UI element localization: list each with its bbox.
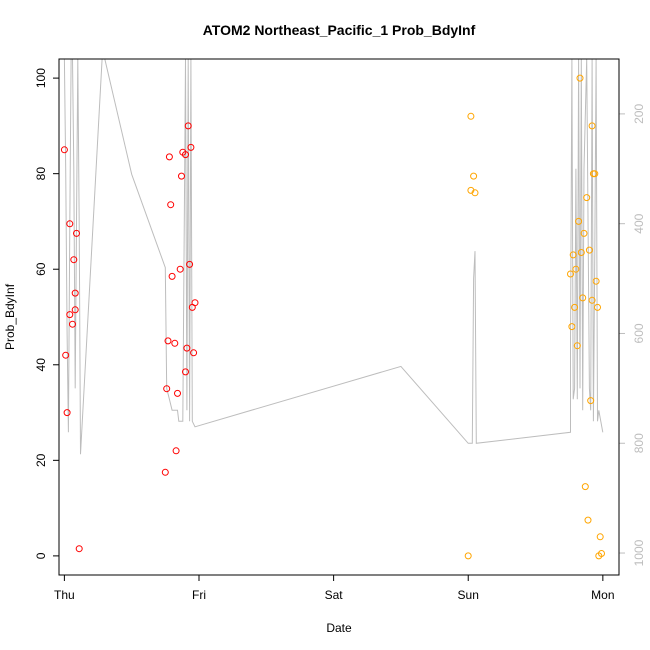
y-tick-label: 0 [34, 552, 48, 559]
data-point-series-1 [178, 172, 185, 180]
y2-tick-label: 600 [632, 323, 646, 343]
data-point-series-1 [191, 299, 199, 307]
data-point-series-2 [576, 74, 584, 82]
y-axis-label: Prob_BdyInf [3, 283, 17, 350]
y2-tick-label: 1000 [632, 539, 646, 566]
axes-layer: Thu Fri Sat Sun Mon 0 20 40 60 80 100 200 400 600 800 1… [34, 68, 646, 602]
data-point-series-1 [174, 389, 181, 397]
data-point-series-1 [73, 229, 80, 237]
y2-tick-label: 800 [632, 433, 646, 453]
data-point-series-2 [592, 277, 600, 285]
data-point-series-1 [71, 306, 79, 314]
x-tick-label: Sat [325, 588, 344, 602]
chart-title: ATOM2 Northeast_Pacific_1 Prob_BdyInf [203, 22, 476, 38]
data-point-series-2 [583, 194, 591, 202]
data-point-series-1 [60, 146, 68, 154]
data-point-series-2 [568, 323, 576, 331]
data-point-series-1 [172, 447, 180, 455]
data-point-series-1 [70, 256, 78, 264]
data-point-series-2 [567, 270, 574, 278]
data-point-series-1 [62, 351, 70, 359]
data-point-series-1 [63, 409, 71, 417]
data-point-series-1 [66, 311, 74, 319]
data-point-series-1 [176, 265, 184, 273]
data-point-series-1 [183, 344, 191, 352]
data-point-series-2 [579, 294, 587, 302]
y2-tick-label: 200 [632, 104, 646, 124]
data-point-series-2 [585, 246, 593, 254]
data-point-series-2 [581, 483, 589, 491]
data-point-series-1 [190, 349, 198, 357]
data-point-series-1 [163, 385, 171, 393]
depth-line-layer [63, 59, 604, 455]
data-point-series-2 [580, 229, 588, 237]
data-point-series-2 [587, 397, 595, 405]
y-tick-label: 80 [34, 167, 48, 181]
data-point-series-2 [573, 342, 581, 350]
data-point-series-2 [596, 533, 604, 541]
data-point-series-2 [467, 112, 475, 120]
plot-frame [58, 58, 620, 576]
data-point-series-2 [572, 265, 580, 273]
data-point-series-1 [182, 151, 189, 159]
data-point-series-1 [161, 468, 169, 476]
y2-tick-label: 400 [632, 213, 646, 233]
data-point-series-1 [164, 337, 172, 345]
data-point-series-2 [588, 122, 596, 130]
data-point-series-1 [168, 272, 176, 280]
points-layer [60, 74, 605, 560]
x-tick-label: Thu [54, 588, 75, 602]
depth-line [63, 59, 604, 455]
x-axis-label: Date [326, 621, 352, 635]
data-point-series-2 [591, 170, 599, 178]
data-point-series-1 [66, 220, 74, 228]
data-point-series-2 [577, 249, 585, 256]
data-point-series-1 [69, 320, 76, 328]
data-point-series-2 [571, 303, 579, 311]
data-point-series-1 [182, 368, 189, 376]
data-point-series-2 [584, 516, 592, 524]
data-point-series-2 [594, 303, 601, 311]
x-tick-label: Mon [591, 588, 614, 602]
data-point-series-2 [470, 172, 478, 180]
y-tick-label: 40 [34, 358, 48, 372]
x-tick-label: Fri [192, 588, 206, 602]
data-point-series-2 [598, 550, 605, 557]
data-point-series-1 [75, 545, 83, 553]
data-point-series-2 [588, 296, 596, 304]
y-tick-label: 100 [34, 68, 48, 88]
data-point-series-1 [165, 153, 173, 161]
data-point-series-1 [186, 260, 194, 268]
y-tick-label: 60 [34, 262, 48, 276]
data-point-series-2 [471, 189, 479, 197]
data-point-series-2 [569, 251, 577, 259]
y-tick-label: 20 [34, 453, 48, 467]
data-point-series-1 [71, 289, 79, 297]
data-point-series-1 [184, 122, 192, 130]
data-point-series-2 [575, 217, 583, 225]
x-tick-label: Sun [458, 588, 479, 602]
data-point-series-1 [167, 201, 175, 209]
data-point-series-1 [171, 339, 179, 347]
data-point-series-1 [187, 143, 195, 151]
data-point-series-2 [464, 552, 472, 560]
